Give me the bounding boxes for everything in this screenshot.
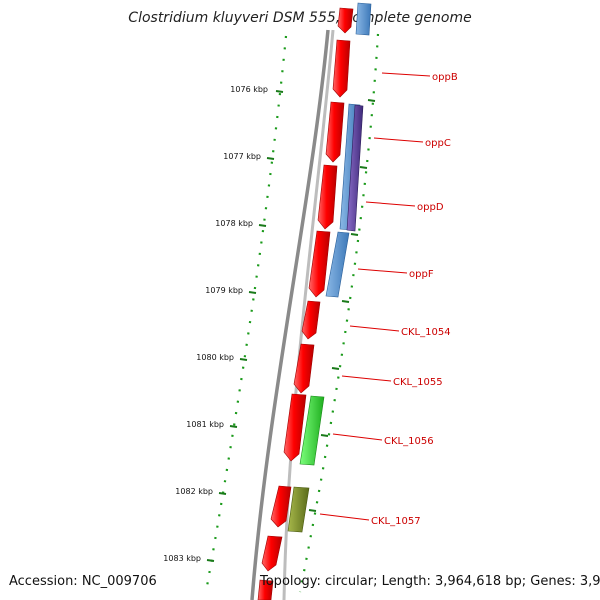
cds-arrow <box>301 300 321 340</box>
scale-label-1076: 1076 kbp <box>230 85 268 94</box>
gene-label-ckl1057: CKL_1057 <box>371 516 421 527</box>
scale-label-1078: 1078 kbp <box>215 219 253 228</box>
cds-arrow <box>325 101 345 163</box>
scale-label-1081: 1081 kbp <box>186 420 224 429</box>
label-leader-lines <box>319 72 431 521</box>
scale-label-1082: 1082 kbp <box>175 487 213 496</box>
gene-label-oppB: oppB <box>432 72 458 83</box>
map-title: Clostridium kluyveri DSM 555, complete g… <box>128 10 472 26</box>
gene-label-oppD: oppD <box>417 202 444 213</box>
gene-label-ckl1054: CKL_1054 <box>401 327 451 338</box>
gene-label-ckl1056: CKL_1056 <box>384 436 434 447</box>
scale-label-1077: 1077 kbp <box>223 152 261 161</box>
cds-arrow <box>283 393 307 462</box>
blue-feature <box>355 2 372 36</box>
cds-arrow <box>337 7 354 34</box>
backbone-inner <box>250 29 330 600</box>
cds-arrow <box>317 164 338 230</box>
purple-feature <box>346 104 364 232</box>
backbone-outer <box>282 29 335 600</box>
cds-arrow <box>308 230 331 298</box>
green-feature <box>299 395 325 466</box>
gene-label-oppF: oppF <box>409 269 434 280</box>
scale-label-1083: 1083 kbp <box>163 554 201 563</box>
genome-stats-text: Topology: circular; Length: 3,964,618 bp… <box>260 574 600 589</box>
cds-arrow <box>261 535 283 572</box>
accession-text: Accession: NC_009706 <box>9 574 157 589</box>
cds-arrow <box>293 343 315 394</box>
blue-feature <box>325 231 350 298</box>
cds-arrow <box>270 485 292 528</box>
scale-dots-left <box>204 35 288 593</box>
olive-feature <box>287 486 310 533</box>
gene-label-ckl1055: CKL_1055 <box>393 377 443 388</box>
scale-tick-marks <box>206 90 376 562</box>
scale-label-1080: 1080 kbp <box>196 353 234 362</box>
scale-label-1079: 1079 kbp <box>205 286 243 295</box>
cds-arrow <box>257 579 274 600</box>
gene-label-oppC: oppC <box>425 138 451 149</box>
cds-arrow <box>332 39 351 98</box>
cds-features <box>257 7 354 600</box>
